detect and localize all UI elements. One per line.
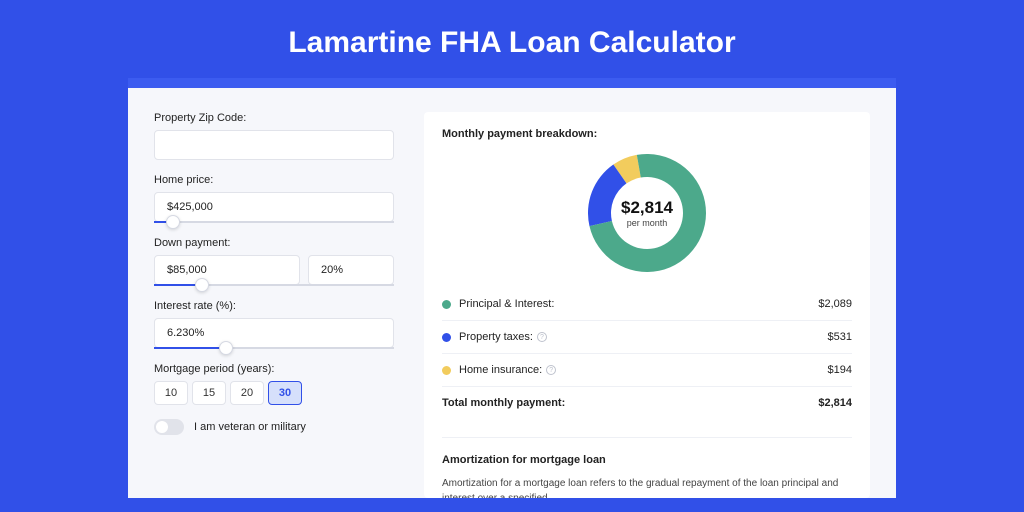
period-group: Mortgage period (years): 10152030 <box>154 363 394 405</box>
legend-row: Principal & Interest:$2,089 <box>442 288 852 321</box>
veteran-toggle[interactable] <box>154 419 184 435</box>
interest-input[interactable]: 6.230% <box>154 318 394 348</box>
home-price-group: Home price: $425,000 <box>154 174 394 223</box>
total-value: $2,814 <box>818 397 852 409</box>
legend-dot <box>442 333 451 342</box>
legend-label: Principal & Interest: <box>459 298 818 310</box>
legend-value: $531 <box>828 331 852 343</box>
donut-sub: per month <box>627 218 668 228</box>
veteran-row: I am veteran or military <box>154 419 394 435</box>
down-payment-input[interactable]: $85,000 <box>154 255 300 285</box>
period-btn-10[interactable]: 10 <box>154 381 188 405</box>
donut-amount: $2,814 <box>621 198 673 218</box>
period-btn-15[interactable]: 15 <box>192 381 226 405</box>
legend-label: Property taxes:? <box>459 331 828 343</box>
down-payment-group: Down payment: $85,000 20% <box>154 237 394 286</box>
period-btn-30[interactable]: 30 <box>268 381 302 405</box>
zip-label: Property Zip Code: <box>154 112 394 124</box>
donut-chart: $2,814 per month <box>442 148 852 282</box>
legend: Principal & Interest:$2,089Property taxe… <box>442 288 852 387</box>
legend-dot <box>442 366 451 375</box>
home-price-label: Home price: <box>154 174 394 186</box>
home-price-input[interactable]: $425,000 <box>154 192 394 222</box>
down-payment-pct-input[interactable]: 20% <box>308 255 394 285</box>
amortization-section: Amortization for mortgage loan Amortizat… <box>442 437 852 498</box>
breakdown-title: Monthly payment breakdown: <box>442 128 852 140</box>
period-btn-20[interactable]: 20 <box>230 381 264 405</box>
amortization-text: Amortization for a mortgage loan refers … <box>442 476 852 498</box>
legend-value: $194 <box>828 364 852 376</box>
legend-value: $2,089 <box>818 298 852 310</box>
calculator-card: Property Zip Code: Home price: $425,000 … <box>128 78 896 498</box>
home-price-slider[interactable] <box>154 221 394 223</box>
amortization-title: Amortization for mortgage loan <box>442 454 852 466</box>
page-title: Lamartine FHA Loan Calculator <box>0 0 1024 78</box>
period-buttons: 10152030 <box>154 381 394 405</box>
down-payment-slider[interactable] <box>154 284 394 286</box>
form-panel: Property Zip Code: Home price: $425,000 … <box>154 112 394 498</box>
info-icon[interactable]: ? <box>537 332 547 342</box>
breakdown-panel: Monthly payment breakdown: $2,814 per mo… <box>424 112 870 498</box>
veteran-label: I am veteran or military <box>194 421 306 433</box>
period-label: Mortgage period (years): <box>154 363 394 375</box>
interest-slider[interactable] <box>154 347 394 349</box>
legend-row: Home insurance:?$194 <box>442 354 852 387</box>
zip-group: Property Zip Code: <box>154 112 394 160</box>
info-icon[interactable]: ? <box>546 365 556 375</box>
total-row: Total monthly payment: $2,814 <box>442 387 852 419</box>
interest-label: Interest rate (%): <box>154 300 394 312</box>
total-label: Total monthly payment: <box>442 397 818 409</box>
down-payment-label: Down payment: <box>154 237 394 249</box>
legend-dot <box>442 300 451 309</box>
legend-row: Property taxes:?$531 <box>442 321 852 354</box>
interest-group: Interest rate (%): 6.230% <box>154 300 394 349</box>
legend-label: Home insurance:? <box>459 364 828 376</box>
zip-input[interactable] <box>154 130 394 160</box>
